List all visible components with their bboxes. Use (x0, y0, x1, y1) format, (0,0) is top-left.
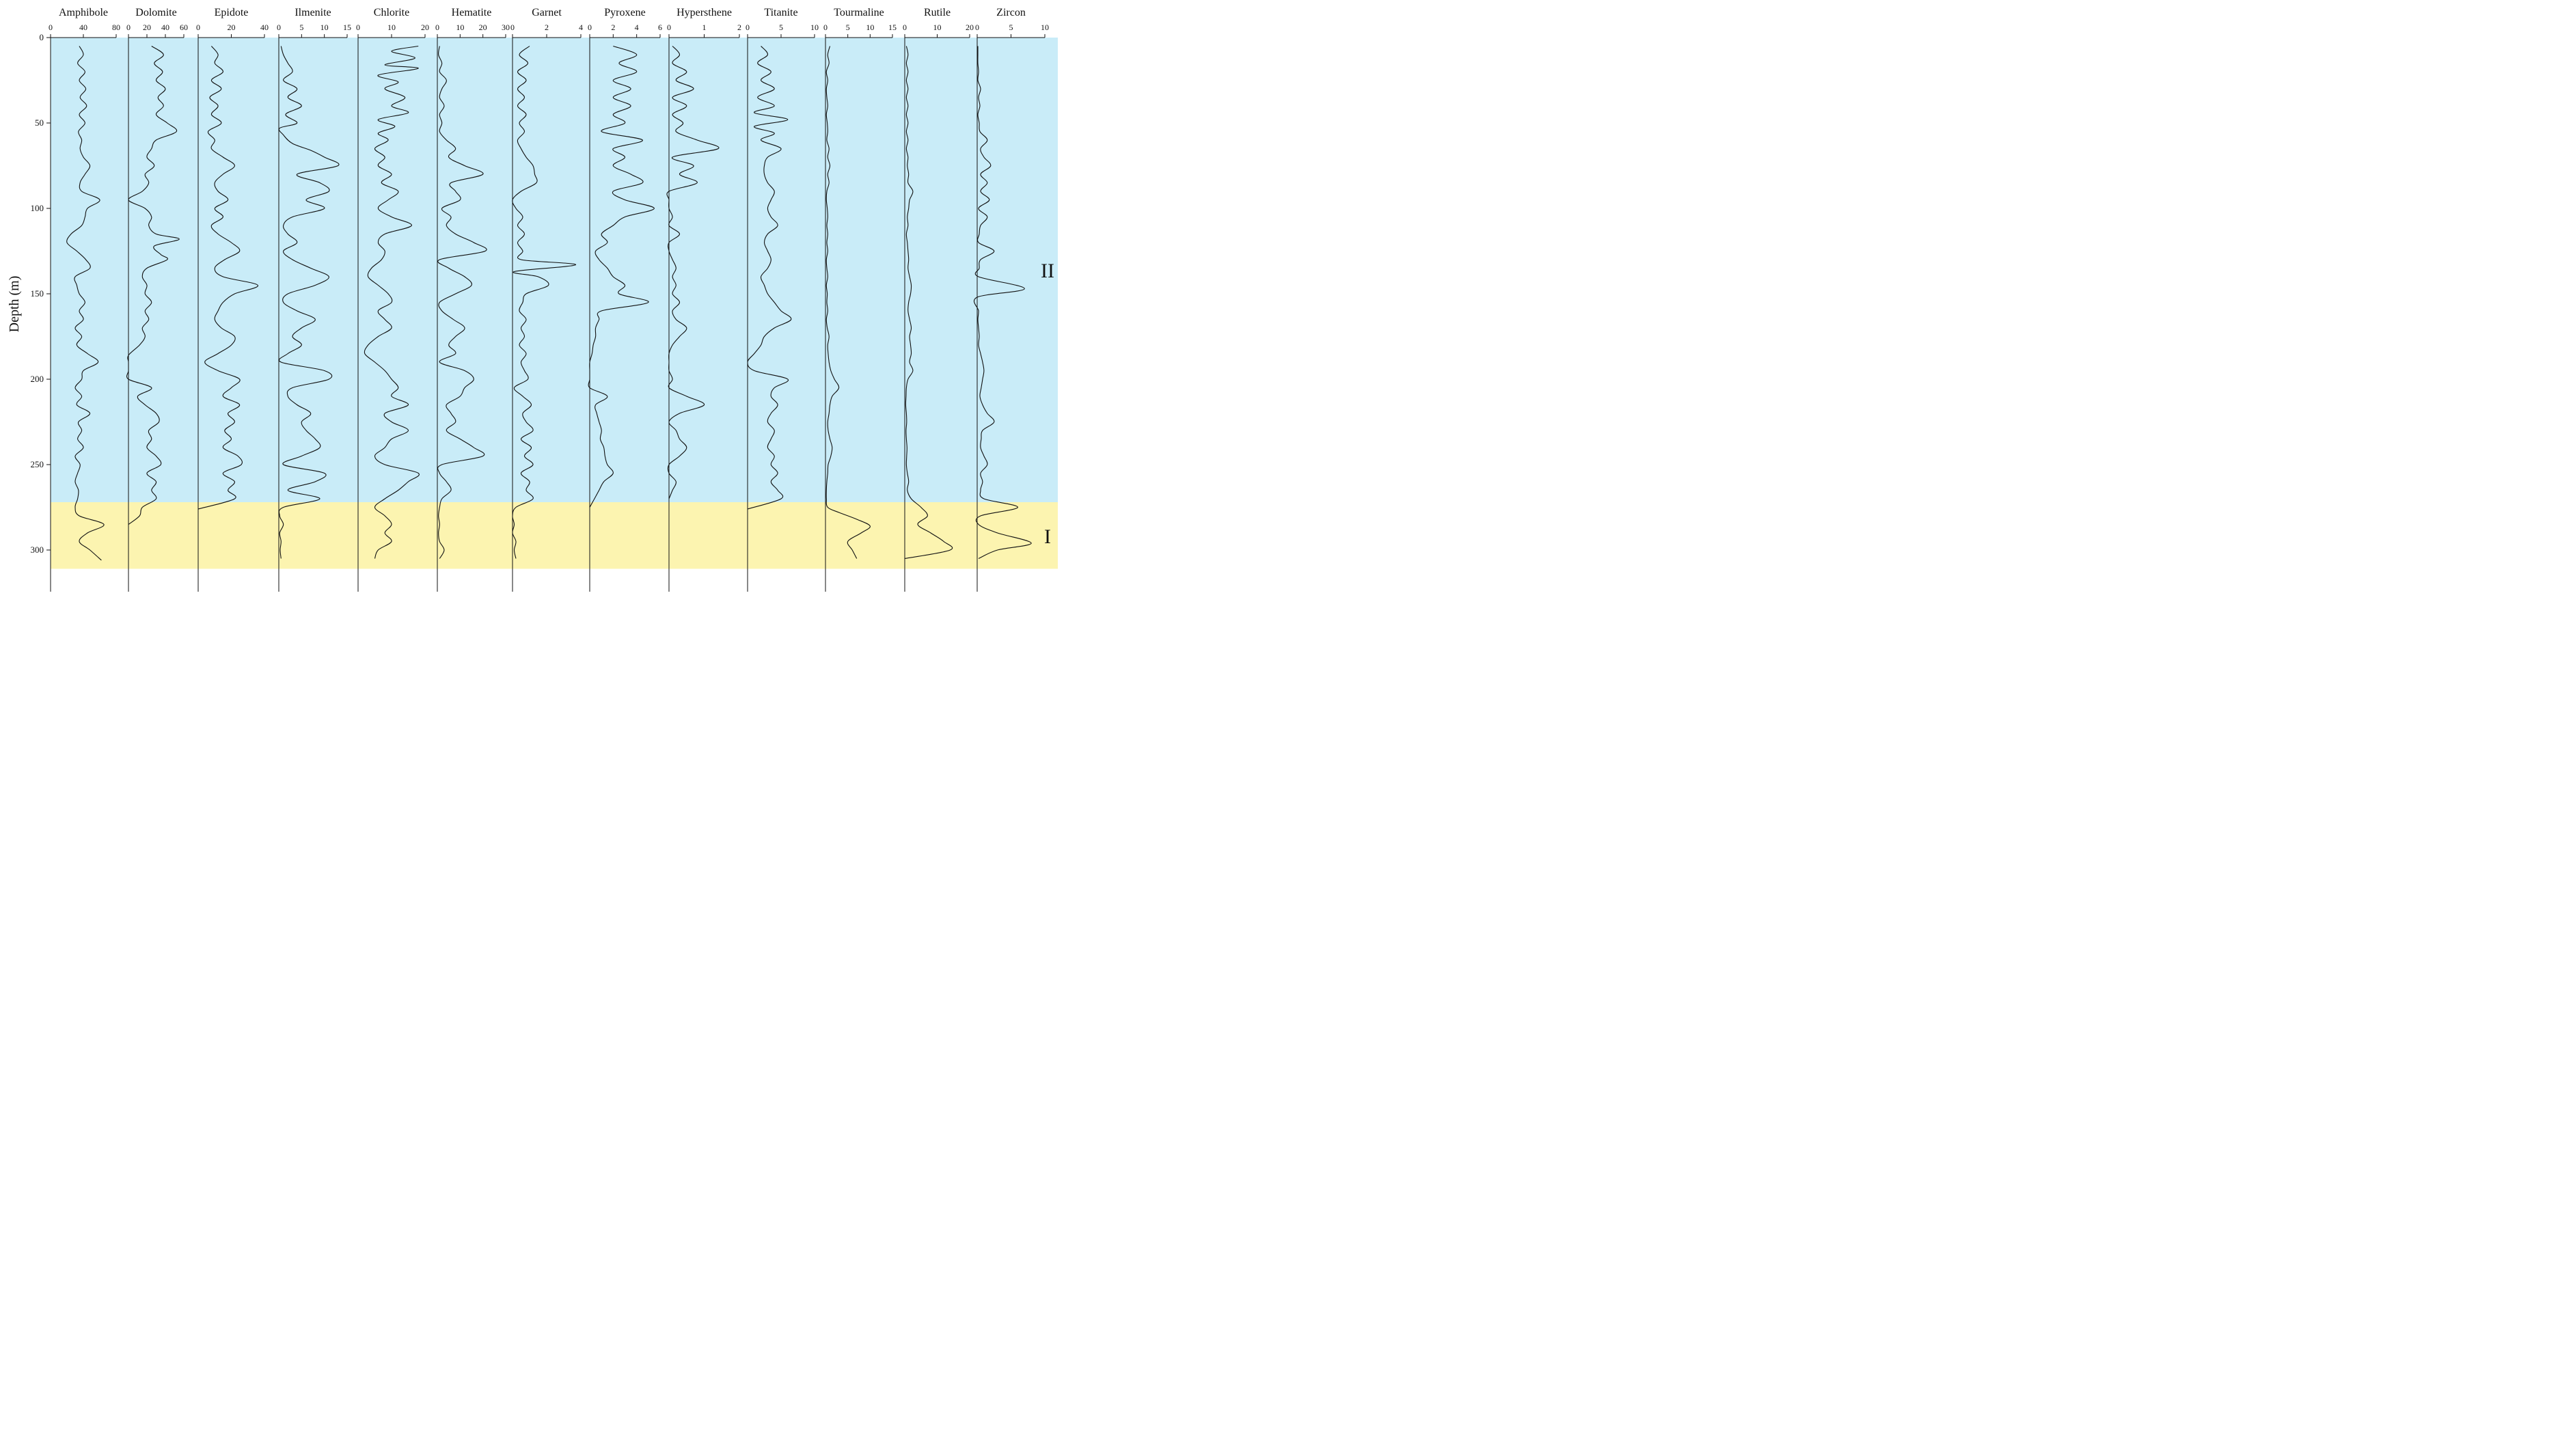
zircon-x-tick-label: 10 (1041, 23, 1049, 32)
titanite-x-tick-label: 10 (810, 23, 819, 32)
amphibole-title: Amphibole (59, 7, 108, 18)
amphibole-x-tick-label: 40 (79, 23, 87, 32)
depth-tick-label: 150 (31, 288, 44, 299)
chlorite-x-tick-label: 20 (421, 23, 429, 32)
depth-tick-label: 50 (35, 118, 44, 128)
tourmaline-column: Tourmaline 0 5 10 15 (823, 7, 897, 592)
zircon-curve (974, 46, 1032, 560)
ilmenite-x-tick-label: 10 (320, 23, 329, 32)
epidote-column: Epidote 0 20 40 (196, 7, 269, 592)
zone-II-band (51, 38, 1058, 502)
garnet-x-tick-label: 2 (545, 23, 549, 32)
depth-axis: 0 50 100 150 200 250 300 (31, 32, 51, 555)
pyroxene-curve (588, 45, 655, 508)
chlorite-x-tick-label: 0 (356, 23, 360, 32)
depth-tick-label: 0 (40, 32, 44, 42)
epidote-title: Epidote (215, 7, 249, 18)
rutile-curve (904, 46, 953, 560)
epidote-x-tick-label: 0 (196, 23, 200, 32)
rutile-x-tick-label: 10 (933, 23, 942, 32)
pyroxene-x-tick-label: 6 (658, 23, 662, 32)
dolomite-curve (126, 46, 180, 525)
rutile-title: Rutile (924, 7, 951, 18)
titanite-column: Titanite 0 5 10 (746, 7, 819, 592)
chlorite-title: Chlorite (374, 7, 409, 18)
ilmenite-curve (278, 46, 340, 559)
hematite-column: Hematite 0 10 20 30 (435, 7, 510, 592)
zone-I-label: I (1044, 525, 1051, 548)
epidote-x-tick-label: 40 (260, 23, 269, 32)
tourmaline-title: Tourmaline (834, 7, 884, 18)
hematite-x-tick-label: 0 (435, 23, 439, 32)
rutile-column: Rutile 0 10 20 (903, 7, 974, 592)
dolomite-x-tick-label: 20 (143, 23, 151, 32)
zircon-x-tick-label: 5 (1009, 23, 1013, 32)
hematite-x-tick-label: 30 (502, 23, 510, 32)
titanite-curve (747, 46, 792, 510)
titanite-x-tick-label: 0 (746, 23, 750, 32)
ilmenite-title: Ilmenite (295, 7, 331, 18)
dolomite-x-tick-label: 0 (126, 23, 131, 32)
hypersthene-column: Hypersthene 0 1 2 (666, 7, 741, 592)
zircon-x-tick-label: 0 (975, 23, 979, 32)
garnet-title: Garnet (532, 7, 562, 18)
hematite-x-tick-label: 10 (456, 23, 464, 32)
amphibole-curve (66, 46, 105, 561)
ilmenite-x-tick-label: 0 (277, 23, 281, 32)
hypersthene-curve (666, 46, 720, 499)
chlorite-curve (364, 45, 420, 559)
zone-II-label: II (1041, 260, 1054, 282)
hematite-x-tick-label: 20 (479, 23, 487, 32)
amphibole-x-tick-label: 80 (112, 23, 120, 32)
zone-backgrounds: III (51, 38, 1058, 569)
dolomite-x-tick-label: 60 (180, 23, 188, 32)
tourmaline-curve (825, 46, 871, 559)
garnet-curve (512, 46, 577, 559)
garnet-x-tick-label: 0 (510, 23, 515, 32)
dolomite-x-tick-label: 40 (161, 23, 169, 32)
depth-tick-label: 200 (31, 374, 44, 384)
pyroxene-x-tick-label: 2 (611, 23, 615, 32)
pyroxene-title: Pyroxene (604, 7, 645, 18)
amphibole-x-tick-label: 0 (49, 23, 53, 32)
depth-tick-label: 250 (31, 459, 44, 469)
dolomite-column: Dolomite 0 20 40 60 (126, 7, 188, 592)
hypersthene-title: Hypersthene (677, 7, 732, 18)
ilmenite-x-tick-label: 5 (299, 23, 303, 32)
depth-axis-label: Depth (m) (7, 276, 22, 333)
chlorite-x-tick-label: 10 (387, 23, 396, 32)
dolomite-title: Dolomite (135, 7, 176, 18)
hypersthene-x-tick-label: 2 (737, 23, 741, 32)
titanite-title: Titanite (764, 7, 797, 18)
pyroxene-x-tick-label: 0 (588, 23, 592, 32)
depth-tick-label: 100 (31, 203, 44, 213)
epidote-x-tick-label: 20 (228, 23, 236, 32)
tourmaline-x-tick-label: 0 (823, 23, 828, 32)
pyroxene-column: Pyroxene 0 2 4 6 (588, 7, 662, 592)
hematite-curve (437, 46, 487, 559)
pyroxene-x-tick-label: 4 (635, 23, 639, 32)
garnet-x-tick-label: 4 (579, 23, 583, 32)
zircon-title: Zircon (996, 7, 1026, 18)
rutile-x-tick-label: 20 (966, 23, 974, 32)
depth-tick-label: 300 (31, 545, 44, 555)
amphibole-column: Amphibole 0 40 80 (49, 7, 120, 592)
tourmaline-x-tick-label: 10 (866, 23, 874, 32)
hypersthene-x-tick-label: 0 (667, 23, 671, 32)
ilmenite-x-tick-label: 15 (343, 23, 351, 32)
garnet-column: Garnet 0 2 4 (510, 7, 583, 592)
tourmaline-x-tick-label: 15 (888, 23, 897, 32)
chlorite-column: Chlorite 0 10 20 (356, 7, 429, 592)
zircon-column: Zircon 0 5 10 (974, 7, 1049, 592)
tourmaline-x-tick-label: 5 (846, 23, 850, 32)
ilmenite-column: Ilmenite 0 5 10 15 (277, 7, 351, 592)
rutile-x-tick-label: 0 (903, 23, 907, 32)
hematite-title: Hematite (452, 7, 492, 18)
epidote-curve (197, 46, 258, 510)
zone-I-band (51, 502, 1058, 569)
hypersthene-x-tick-label: 1 (702, 23, 707, 32)
titanite-x-tick-label: 5 (779, 23, 783, 32)
